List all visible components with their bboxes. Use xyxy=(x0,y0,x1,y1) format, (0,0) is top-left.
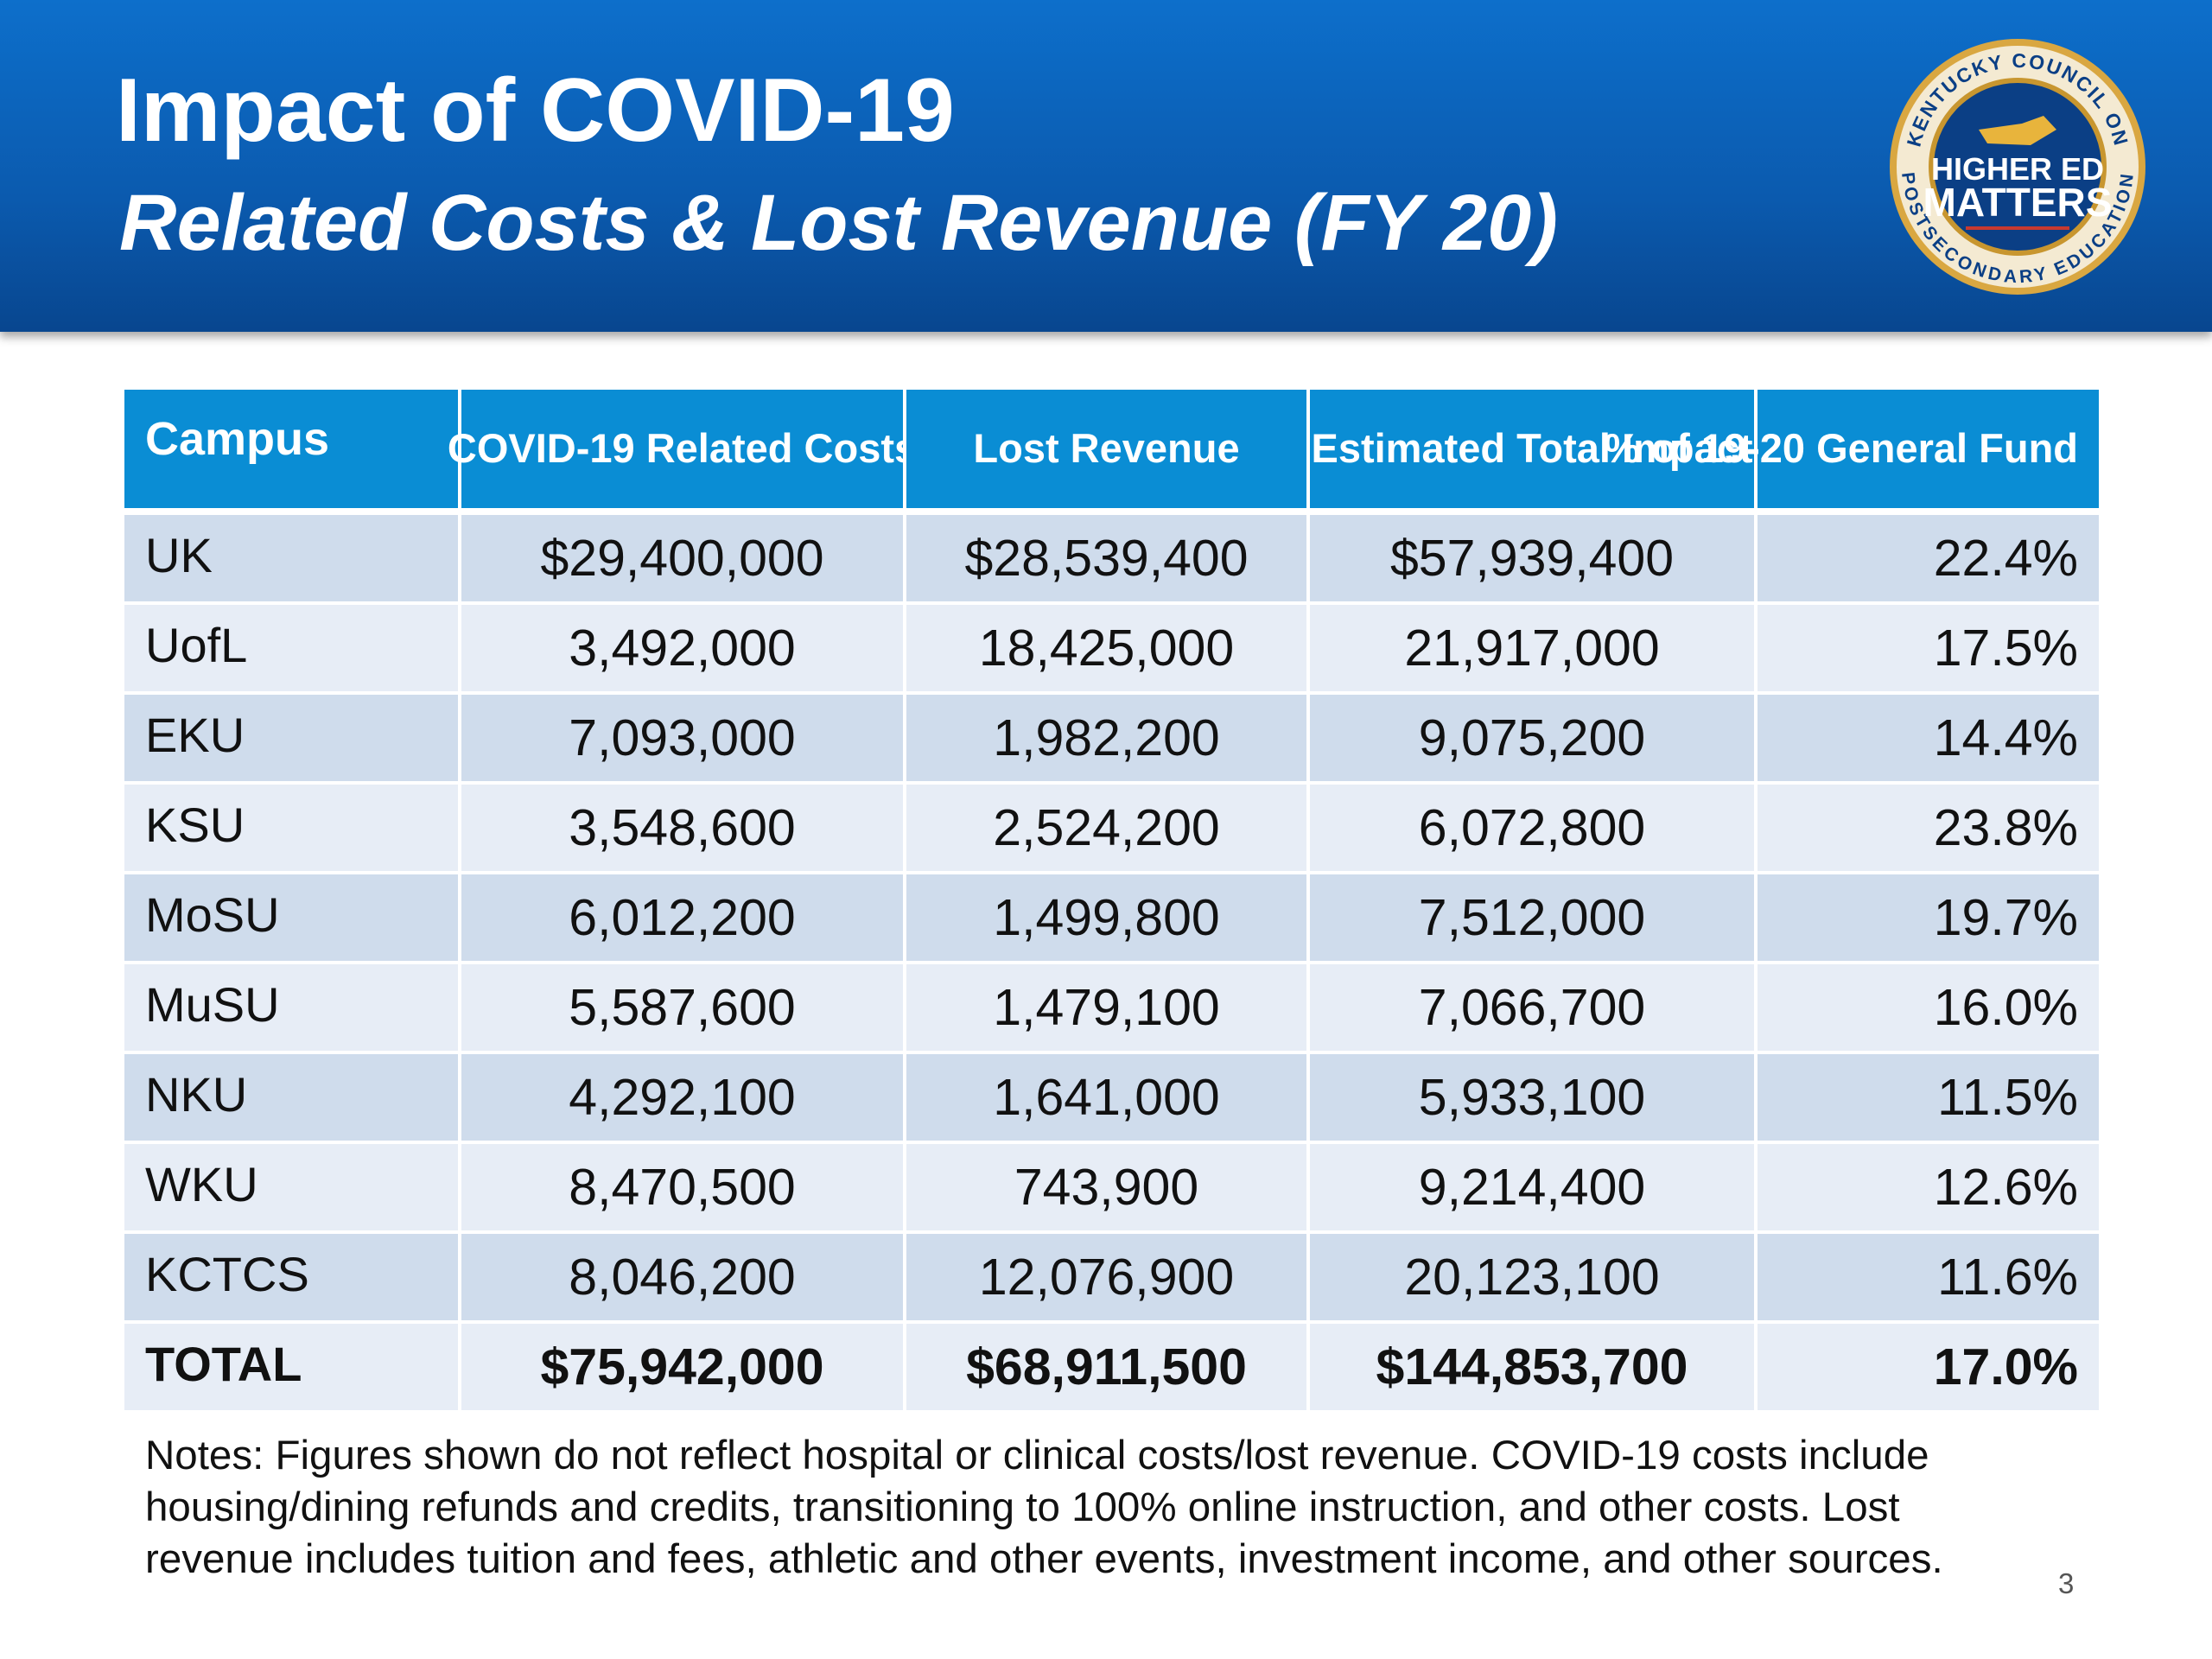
value-cell: 23.8% xyxy=(1758,785,2099,871)
page-number: 3 xyxy=(2058,1567,2075,1599)
value-cell: 3,492,000 xyxy=(461,605,903,691)
header-band xyxy=(0,0,2212,332)
column-header: Lost Revenue xyxy=(906,390,1306,508)
value-cell: $28,539,400 xyxy=(906,515,1306,601)
value-cell: 5,587,600 xyxy=(461,964,903,1051)
total-cell: $144,853,700 xyxy=(1310,1324,1754,1410)
value-cell: 1,641,000 xyxy=(906,1054,1306,1141)
value-cell: 11.6% xyxy=(1758,1234,2099,1320)
value-cell: 9,214,400 xyxy=(1310,1144,1754,1230)
value-cell: 2,524,200 xyxy=(906,785,1306,871)
campus-cell: EKU xyxy=(124,695,458,781)
campus-cell: MoSU xyxy=(124,874,458,961)
logo-center xyxy=(1929,78,2107,256)
logo-line1: HIGHER ED xyxy=(1931,151,2104,187)
value-cell: 1,982,200 xyxy=(906,695,1306,781)
value-cell: 22.4% xyxy=(1758,515,2099,601)
value-cell: $29,400,000 xyxy=(461,515,903,601)
total-cell: 17.0% xyxy=(1758,1324,2099,1410)
value-cell: 12,076,900 xyxy=(906,1234,1306,1320)
value-cell: 7,093,000 xyxy=(461,695,903,781)
value-cell: 8,046,200 xyxy=(461,1234,903,1320)
value-cell: 9,075,200 xyxy=(1310,695,1754,781)
value-cell: 18,425,000 xyxy=(906,605,1306,691)
value-cell: 1,479,100 xyxy=(906,964,1306,1051)
value-cell: 7,066,700 xyxy=(1310,964,1754,1051)
total-cell: $75,942,000 xyxy=(461,1324,903,1410)
value-cell: 3,548,600 xyxy=(461,785,903,871)
subtitle: Related Costs & Lost Revenue (FY 20) xyxy=(119,179,1558,267)
notes: Notes: Figures shown do not reflect hosp… xyxy=(145,1433,1943,1582)
value-cell: 743,900 xyxy=(906,1144,1306,1230)
campus-cell: UK xyxy=(124,515,458,601)
value-cell: 5,933,100 xyxy=(1310,1054,1754,1141)
value-cell: 19.7% xyxy=(1758,874,2099,961)
total-cell: $68,911,500 xyxy=(906,1324,1306,1410)
value-cell: 12.6% xyxy=(1758,1144,2099,1230)
value-cell: 7,512,000 xyxy=(1310,874,1754,961)
value-cell: 11.5% xyxy=(1758,1054,2099,1141)
campus-cell: UofL xyxy=(124,605,458,691)
value-cell: 4,292,100 xyxy=(461,1054,903,1141)
title: Impact of COVID-19 xyxy=(116,60,955,161)
value-cell: 16.0% xyxy=(1758,964,2099,1051)
column-header: % of 19-20 General Fund xyxy=(1605,390,2099,508)
value-cell: 20,123,100 xyxy=(1310,1234,1754,1320)
value-cell: 6,072,800 xyxy=(1310,785,1754,871)
value-cell: 17.5% xyxy=(1758,605,2099,691)
campus-cell: MuSU xyxy=(124,964,458,1051)
column-header: Campus xyxy=(124,390,458,508)
campus-cell: NKU xyxy=(124,1054,458,1141)
value-cell: 6,012,200 xyxy=(461,874,903,961)
value-cell: 14.4% xyxy=(1758,695,2099,781)
logo-state-shape xyxy=(1979,116,2056,145)
table: Campus COVID-19 Related Costs Lost Revenue… xyxy=(124,390,2099,1410)
campus-cell: KSU xyxy=(124,785,458,871)
total-label: TOTAL xyxy=(124,1324,458,1410)
column-header: Estimated Total Impact xyxy=(1310,390,1754,508)
column-header: COVID-19 Related Costs xyxy=(448,390,917,508)
logo: KENTUCKY COUNCIL ON POSTSECONDARY EDUCAT… xyxy=(1890,39,2145,295)
logo-line2: MATTERS xyxy=(1923,180,2113,225)
value-cell: 1,499,800 xyxy=(906,874,1306,961)
value-cell: 8,470,500 xyxy=(461,1144,903,1230)
value-cell: $57,939,400 xyxy=(1310,515,1754,601)
campus-cell: WKU xyxy=(124,1144,458,1230)
value-cell: 21,917,000 xyxy=(1310,605,1754,691)
campus-cell: KCTCS xyxy=(124,1234,458,1320)
